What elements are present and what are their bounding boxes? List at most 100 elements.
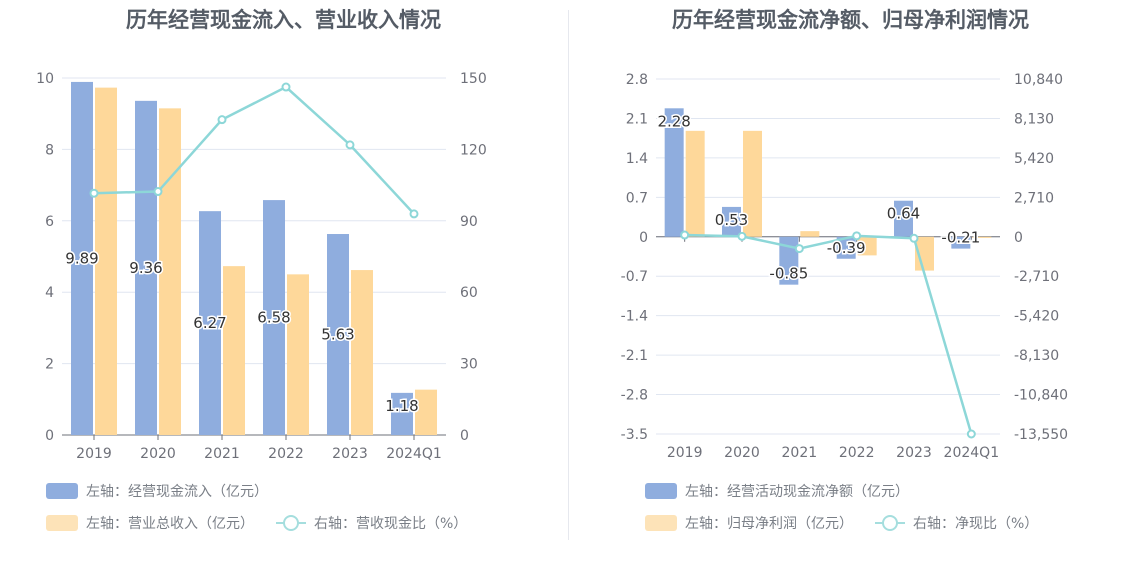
left-axis-tick: 2 [45,357,54,373]
legend-item-net-cash-ratio[interactable]: 右轴：净现比（%） [875,513,1038,533]
right-axis-tick: 5,420 [1014,151,1054,167]
x-axis-tick: 2019 [76,446,112,462]
legend-line-swatch [276,515,306,531]
bar-data-label: 9.89 [65,249,98,267]
bar [159,108,181,435]
left-axis-tick: 6 [45,214,54,230]
chart-plot-net-cash: 2.8 2.1 1.4 0.7 0 -0.7 -1.4 -2.1 -2.8 -3.5 10,840 8… [621,72,1068,461]
right-axis-tick: -5,420 [1014,309,1059,325]
left-axis-tick: 1.4 [626,151,648,167]
x-axis-tick: 2024Q1 [944,445,1000,461]
left-axis-tick: -2.1 [621,348,648,364]
left-axis-tick: 0 [639,230,648,246]
legend-item-revenue[interactable]: 左轴：营业总收入（亿元） [46,513,254,533]
bar [685,130,705,237]
bar-data-label: 1.18 [385,397,418,415]
left-axis-tick: -2.8 [621,388,648,404]
line-point [217,115,227,125]
bar [391,392,413,435]
right-axis-tick: 60 [460,285,478,301]
legend-label: 右轴：营收现金比（%） [314,516,468,532]
legend-label: 右轴：净现比（%） [913,516,1039,532]
line-point [852,231,862,241]
bar [800,231,820,237]
bar [199,211,221,435]
legend-row-1: 左轴：经营现金流入（亿元） [46,481,268,501]
x-axis-tick: 2019 [667,445,703,461]
left-axis-tick: 10 [36,71,54,87]
right-axis-tick: 10,840 [1014,72,1063,88]
bar [95,87,117,435]
x-axis-tick: 2024Q1 [386,446,442,462]
left-axis-tick: -3.5 [621,427,648,443]
bar [415,389,437,435]
right-axis-tick: 90 [460,214,478,230]
series-line [93,85,415,215]
x-axis-tick: 2023 [332,446,368,462]
bar [722,206,741,237]
bar [327,234,349,435]
legend-label: 左轴：经营现金流入（亿元） [86,484,268,500]
legend-item-net-profit[interactable]: 左轴：归母净利润（亿元） [645,513,853,533]
legend-row-1: 左轴：经营活动现金流净额（亿元） [645,481,909,501]
right-axis-tick: 8,130 [1014,111,1054,127]
bar-data-label: 0.64 [887,205,920,223]
bar-data-label: -0.85 [769,265,808,283]
bar [351,270,373,435]
plot-group: 2.8 2.1 1.4 0.7 0 -0.7 -1.4 -2.1 -2.8 -3.5 10,840 8… [621,72,1068,461]
bar [743,130,762,237]
line-point [281,82,291,92]
chart-panel-cash-inflow: 历年经营现金流入、营业收入情况 0 2 4 6 8 10 0 30 60 90 120 150 2019… [36,8,487,533]
legend-item-ratio[interactable]: 右轴：营收现金比（%） [276,513,467,533]
bar [223,266,245,435]
bar [972,236,992,238]
bar-data-label: -0.21 [941,229,980,247]
line-point [153,187,163,197]
bar-data-label: 6.58 [257,309,290,327]
line-point [909,233,919,243]
x-axis-tick: 2020 [140,446,176,462]
left-axis-tick: 8 [45,142,54,158]
legend-item-cash-inflow[interactable]: 左轴：经营现金流入（亿元） [46,481,268,501]
legend-label: 左轴：经营活动现金流净额（亿元） [685,484,909,500]
left-axis-tick: -0.7 [621,269,648,285]
right-axis-tick: -2,710 [1014,269,1059,285]
line-point [89,188,99,198]
line-point [737,231,747,241]
left-axis-tick: 4 [45,285,54,301]
legend-label: 左轴：归母净利润（亿元） [685,516,853,532]
right-axis-tick: 30 [460,357,478,373]
right-axis-tick: -13,550 [1014,427,1068,443]
bar [135,100,157,436]
left-axis-tick: 0 [45,428,54,444]
bar [857,236,877,256]
line-point [409,209,419,219]
bar [71,81,93,435]
bar-data-label: 0.53 [715,211,748,229]
right-axis-tick: 0 [460,428,469,444]
x-axis-tick: 2023 [896,445,932,461]
chart-panel-net-cash: 历年经营现金流净额、归母净利润情况 2.8 2.1 1.4 0.7 0 -0.7 -1.4 -… [567,0,1134,582]
bar [951,236,971,249]
chart-title: 历年经营现金流入、营业收入情况 [126,8,441,32]
bar-data-label: 6.27 [193,314,226,332]
bar [894,200,913,237]
bar [263,200,285,435]
chart-plot-cash-inflow: 0 2 4 6 8 10 0 30 60 90 120 150 2019 2020 2021 2022 2023… [36,71,487,462]
bar [836,236,856,259]
line-point [680,230,690,240]
legend-row-2: 左轴：归母净利润（亿元） 右轴：净现比（%） [645,513,1038,533]
bar-data-label: 9.36 [129,259,162,277]
x-axis-tick: 2022 [268,446,304,462]
right-axis-tick: 2,710 [1014,190,1054,206]
x-axis-tick: 2022 [839,445,875,461]
legend-swatch-blue [46,483,78,499]
right-axis-tick: -8,130 [1014,348,1059,364]
x-axis-tick: 2021 [204,446,240,462]
legend-item-net-cash[interactable]: 左轴：经营活动现金流净额（亿元） [645,481,909,501]
left-axis-tick: -1.4 [621,309,648,325]
right-axis-tick: 150 [460,71,487,87]
right-axis-tick: 120 [460,142,487,158]
right-axis-tick: -10,840 [1014,388,1068,404]
left-axis-tick: 2.8 [626,72,648,88]
